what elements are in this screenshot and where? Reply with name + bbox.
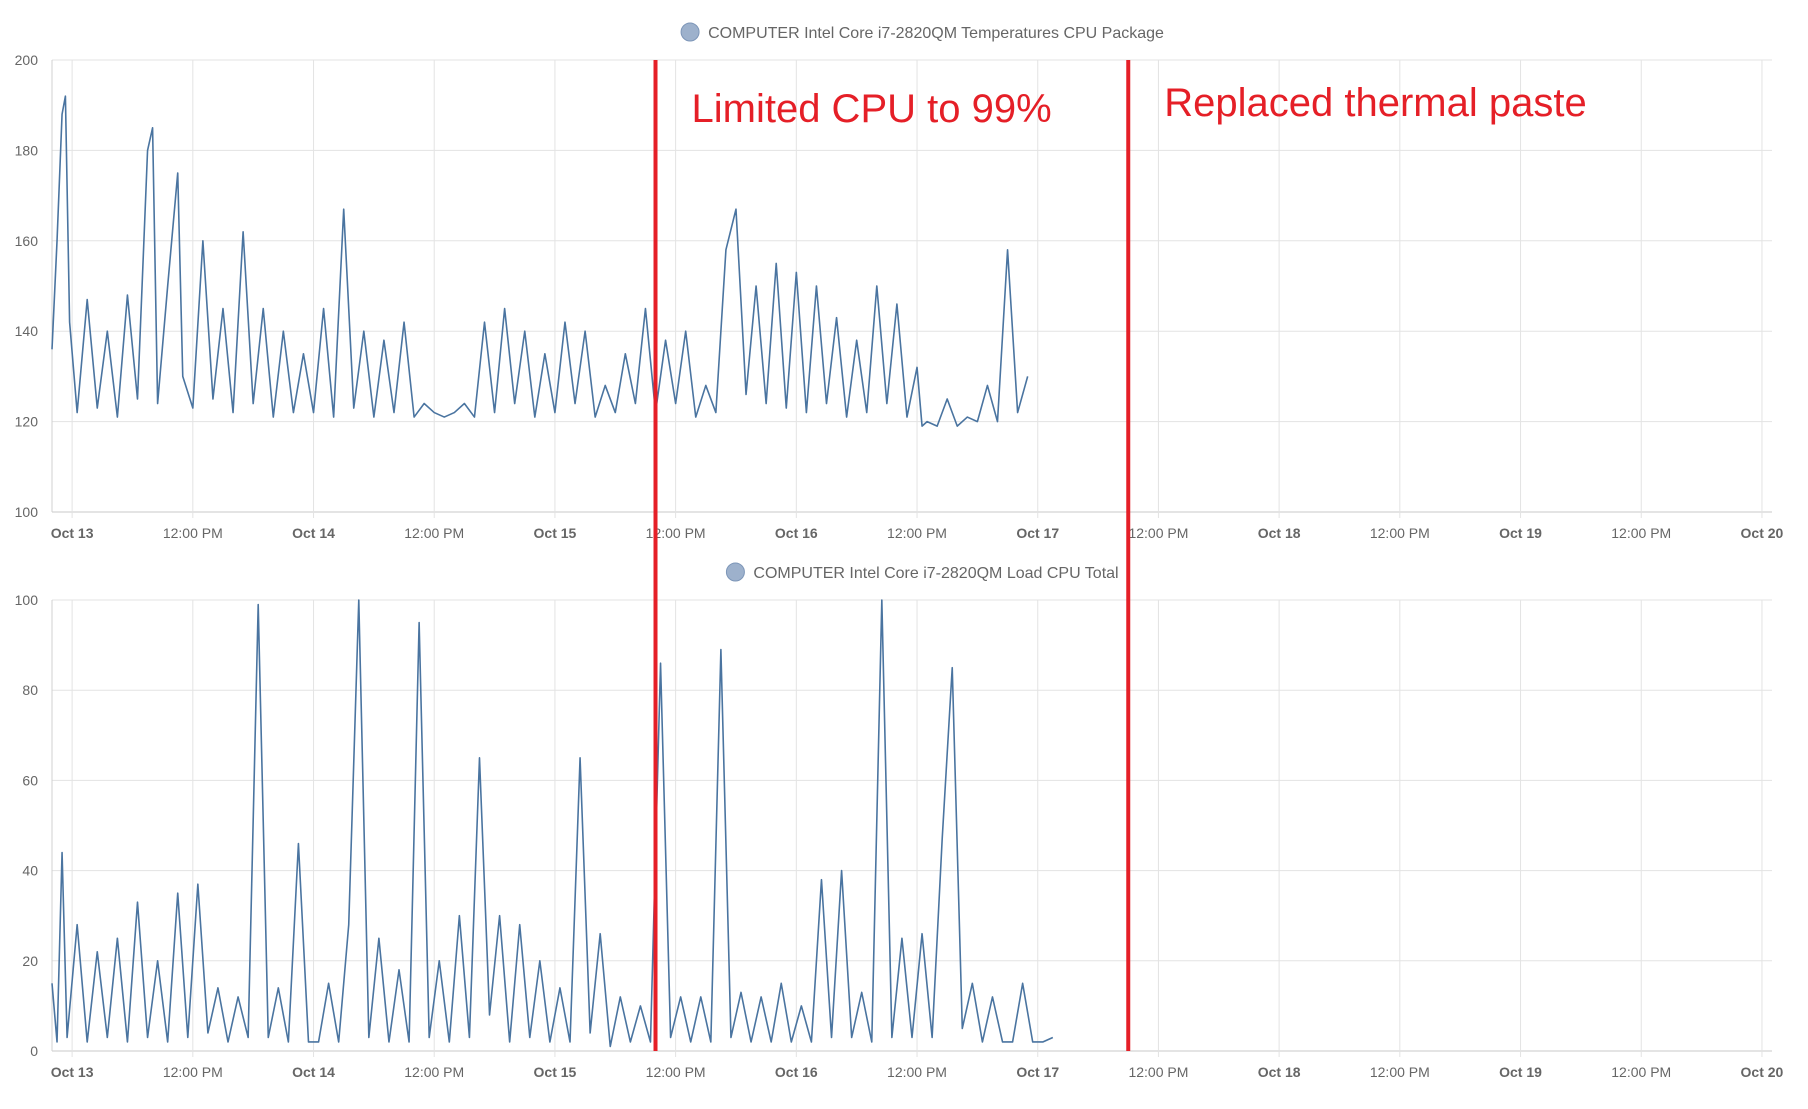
legend-marker [680, 22, 700, 42]
x-tick-label: Oct 18 [1258, 525, 1301, 541]
x-tick-label: 12:00 PM [163, 525, 223, 541]
y-tick-label: 180 [15, 142, 39, 158]
annotation-label: Limited CPU to 99% [692, 87, 1052, 131]
x-tick-label: 12:00 PM [887, 1064, 947, 1080]
x-tick-label: 12:00 PM [1128, 525, 1188, 541]
x-tick-label: Oct 17 [1016, 525, 1059, 541]
x-tick-label: Oct 15 [534, 1064, 577, 1080]
x-tick-label: Oct 13 [51, 525, 94, 541]
legend[interactable]: COMPUTER Intel Core i7-2820QM Temperatur… [680, 22, 1164, 42]
x-tick-label: Oct 16 [775, 525, 818, 541]
y-tick-label: 60 [22, 772, 38, 788]
x-tick-label: 12:00 PM [404, 525, 464, 541]
legend[interactable]: COMPUTER Intel Core i7-2820QM Load CPU T… [725, 562, 1119, 582]
y-tick-label: 40 [22, 863, 38, 879]
y-tick-label: 80 [22, 682, 38, 698]
x-tick-label: 12:00 PM [1128, 1064, 1188, 1080]
x-tick-label: Oct 14 [292, 1064, 335, 1080]
x-tick-label: Oct 15 [534, 525, 577, 541]
x-tick-label: 12:00 PM [163, 1064, 223, 1080]
x-tick-label: Oct 19 [1499, 1064, 1542, 1080]
chart-panel-1: 100 120 140 160 180 200 Oct 13 12:00 PM Oct 14 12… [15, 22, 1784, 541]
y-tick-label: 100 [15, 504, 39, 520]
x-tick-label: Oct 17 [1016, 1064, 1059, 1080]
x-tick-label: 12:00 PM [1370, 525, 1430, 541]
x-tick-label: Oct 16 [775, 1064, 818, 1080]
x-tick-label: 12:00 PM [1370, 1064, 1430, 1080]
series-line [51, 599, 1054, 1048]
y-tick-label: 140 [15, 323, 39, 339]
y-tick-label: 100 [15, 592, 39, 608]
x-tick-label: 12:00 PM [646, 525, 706, 541]
y-tick-label: 120 [15, 414, 39, 430]
x-tick-label: Oct 13 [51, 1064, 94, 1080]
x-tick-label: 12:00 PM [646, 1064, 706, 1080]
y-tick-label: 20 [22, 953, 38, 969]
x-tick-label: 12:00 PM [404, 1064, 464, 1080]
x-tick-label: 12:00 PM [1611, 1064, 1671, 1080]
x-tick-label: 12:00 PM [1611, 525, 1671, 541]
annotation-1: Limited CPU to 99% [653, 60, 1052, 1051]
x-tick-label: Oct 20 [1741, 1064, 1784, 1080]
annotation-label: Replaced thermal paste [1164, 81, 1586, 125]
legend-label: COMPUTER Intel Core i7-2820QM Temperatur… [708, 25, 1164, 42]
chart-panel-2: 0 20 40 60 80 100 Oct 13 12:00 PM Oct 14 12:00 PM… [15, 562, 1784, 1080]
series-line [51, 95, 1029, 427]
y-tick-label: 0 [30, 1043, 38, 1059]
x-tick-label: Oct 19 [1499, 525, 1542, 541]
y-tick-label: 160 [15, 233, 39, 249]
legend-label: COMPUTER Intel Core i7-2820QM Load CPU T… [753, 565, 1118, 582]
x-tick-label: Oct 18 [1258, 1064, 1301, 1080]
annotation-2: Replaced thermal paste [1126, 60, 1587, 1051]
x-tick-label: Oct 20 [1741, 525, 1784, 541]
x-tick-label: Oct 14 [292, 525, 335, 541]
legend-marker [725, 562, 745, 582]
x-tick-label: 12:00 PM [887, 525, 947, 541]
y-tick-label: 200 [15, 52, 39, 68]
